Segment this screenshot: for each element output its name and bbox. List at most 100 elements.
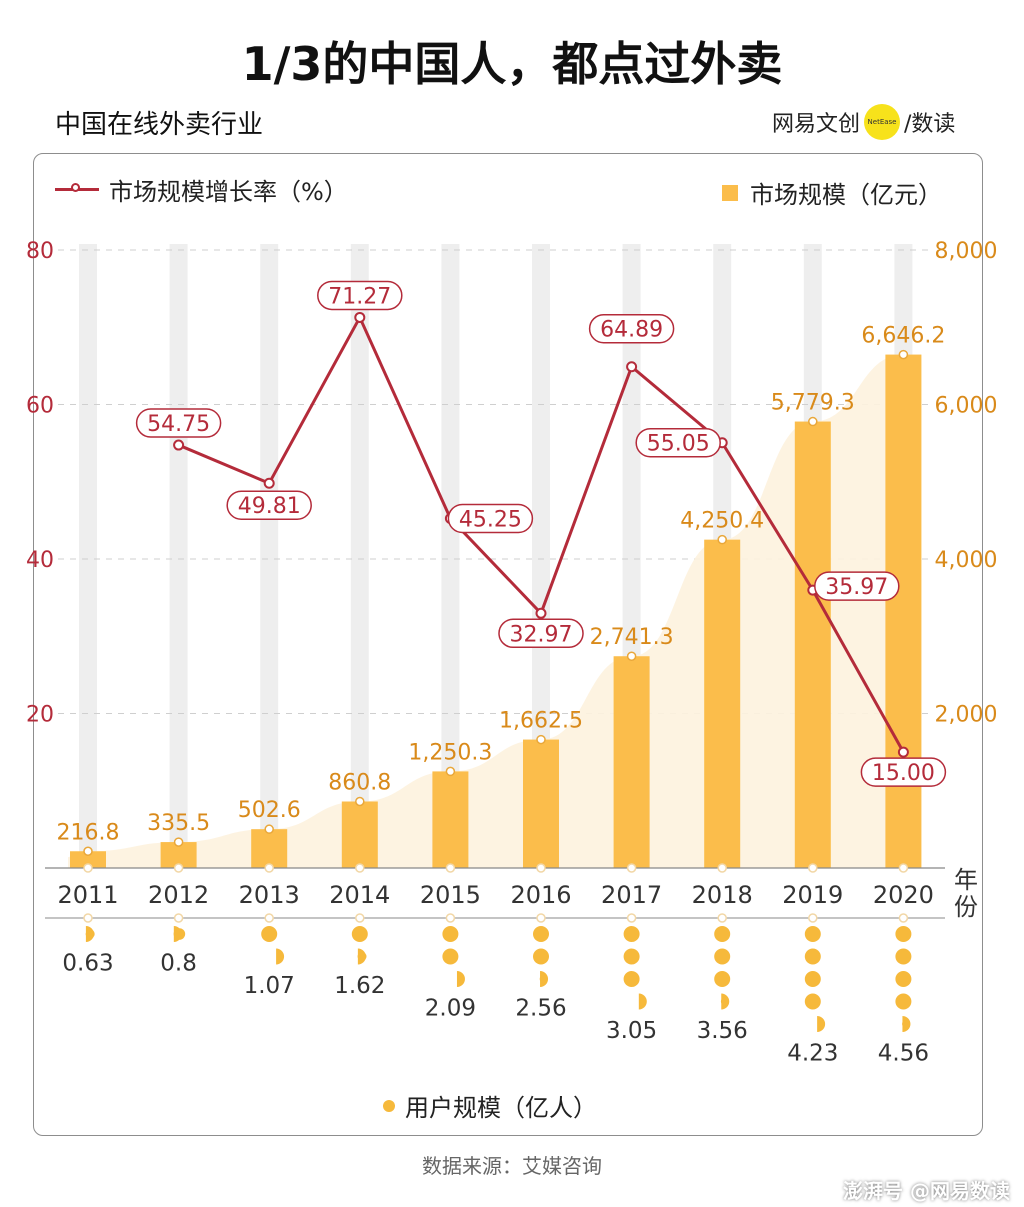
legend-users-label: 用户规模（亿人） <box>405 1094 597 1122</box>
growth-rate-label: 49.81 <box>238 494 301 519</box>
right-axis-tick: 8,000 <box>935 239 998 264</box>
user-dot-fill <box>357 952 367 961</box>
market-size-bar <box>704 539 741 868</box>
chart-title: 1/3的中国人，都点过外卖 <box>241 37 783 91</box>
user-dot-fill <box>173 928 186 940</box>
market-size-bar <box>341 801 378 868</box>
x-axis-tick: 2019 <box>782 881 843 909</box>
category-column <box>350 244 369 868</box>
category-column <box>260 244 279 868</box>
x-axis-tick: 2012 <box>148 881 209 909</box>
baseline-marker <box>536 863 546 873</box>
user-scale-label: 0.63 <box>62 951 113 977</box>
user-dot <box>895 926 912 942</box>
x-axis-tick: 2013 <box>239 881 300 909</box>
baseline-marker <box>626 863 637 873</box>
users-start-marker <box>536 913 546 923</box>
baseline-marker <box>83 863 93 873</box>
growth-rate-label-box <box>814 571 900 601</box>
user-dot-fill <box>818 1022 823 1026</box>
user-dot <box>804 926 821 942</box>
market-size-label: 335.5 <box>147 811 210 836</box>
user-dot <box>804 948 821 965</box>
user-scale-label: 1.07 <box>244 973 295 999</box>
source-note: 数据来源：艾媒咨询 <box>422 1154 602 1178</box>
growth-rate-label: 45.25 <box>459 507 522 532</box>
market-size-point <box>264 824 274 834</box>
growth-rate-label-box <box>498 618 584 649</box>
x-axis-tick: 2011 <box>57 881 118 909</box>
user-dot-fill <box>458 978 461 980</box>
market-size-label: 5,779.3 <box>771 391 855 416</box>
x-axis-tick: 2018 <box>692 881 753 909</box>
x-axis-unit-1: 年 <box>954 866 978 894</box>
legend-growth-rate-label: 市场规模增长率（%） <box>109 178 348 206</box>
user-dot-fill <box>85 929 95 939</box>
right-axis-tick: 6,000 <box>935 394 998 419</box>
right-axis-tick: 2,000 <box>935 703 998 728</box>
x-axis-unit-2: 份 <box>954 893 978 921</box>
growth-rate-label: 71.27 <box>328 284 391 309</box>
market-size-point <box>355 796 365 807</box>
user-scale-label: 4.23 <box>787 1041 838 1067</box>
category-column <box>441 244 460 868</box>
growth-rate-point <box>626 361 638 373</box>
user-dot <box>533 948 549 965</box>
category-column <box>79 244 97 868</box>
market-size-point <box>83 846 93 857</box>
user-dot-partial <box>276 948 285 965</box>
user-scale-label: 3.56 <box>697 1018 748 1044</box>
user-dot-fill <box>277 955 280 958</box>
growth-rate-label: 35.97 <box>825 575 888 600</box>
left-axis-tick: 60 <box>26 394 54 419</box>
user-scale-label: 0.8 <box>160 951 197 977</box>
growth-rate-label: 55.05 <box>647 432 710 457</box>
user-dot <box>261 926 278 942</box>
x-axis-tick: 2016 <box>510 881 571 909</box>
legend-growth-rate: 市场规模增长率（%） <box>55 172 348 207</box>
market-size-label: 4,250.4 <box>680 509 764 534</box>
user-dot <box>714 971 731 987</box>
brand-sub: /数读 <box>904 112 956 137</box>
market-size-point <box>898 349 909 360</box>
user-scale-label: 1.62 <box>334 973 385 999</box>
growth-rate-label-box <box>226 490 312 520</box>
x-axis-tick: 2015 <box>420 881 481 909</box>
market-size-bar <box>613 656 650 868</box>
market-size-point <box>808 416 818 427</box>
user-dot <box>442 948 459 965</box>
market-size-point <box>626 651 637 661</box>
market-size-label: 502.6 <box>238 798 301 823</box>
baseline-marker <box>808 863 818 873</box>
legend-market-size-label: 市场规模（亿元） <box>750 181 942 209</box>
user-dot <box>623 926 640 942</box>
growth-rate-label: 32.97 <box>510 622 573 647</box>
user-dot <box>623 971 640 987</box>
baseline-marker <box>898 863 909 873</box>
category-column <box>532 244 550 868</box>
growth-rate-label-box <box>588 313 675 344</box>
legend-market-size: 市场规模（亿元） <box>722 175 942 210</box>
legend-users: 用户规模（亿人） <box>383 1088 597 1123</box>
market-size-bar <box>251 829 288 868</box>
chart-panel <box>33 153 983 1136</box>
baseline-marker <box>355 863 365 873</box>
user-dot <box>895 993 912 1010</box>
market-size-label: 1,250.3 <box>408 740 492 765</box>
user-dot <box>714 948 731 965</box>
user-scale-label: 2.56 <box>515 996 566 1022</box>
x-axis-tick: 2020 <box>873 881 934 909</box>
user-dot <box>351 926 368 942</box>
market-size-bar <box>432 771 469 868</box>
growth-rate-label-box <box>635 427 721 458</box>
user-dot-icon <box>383 1099 395 1112</box>
growth-rate-label-box <box>135 408 222 438</box>
right-axis-tick: 4,000 <box>935 548 998 573</box>
growth-rate-label-box <box>317 280 403 311</box>
user-dot-fill <box>902 1019 911 1029</box>
growth-rate-label: 64.89 <box>600 318 663 343</box>
market-size-bar <box>885 354 922 868</box>
user-dot-fill <box>720 997 729 1006</box>
users-start-marker <box>808 913 818 923</box>
chart-subtitle: 中国在线外卖行业 <box>55 110 264 140</box>
